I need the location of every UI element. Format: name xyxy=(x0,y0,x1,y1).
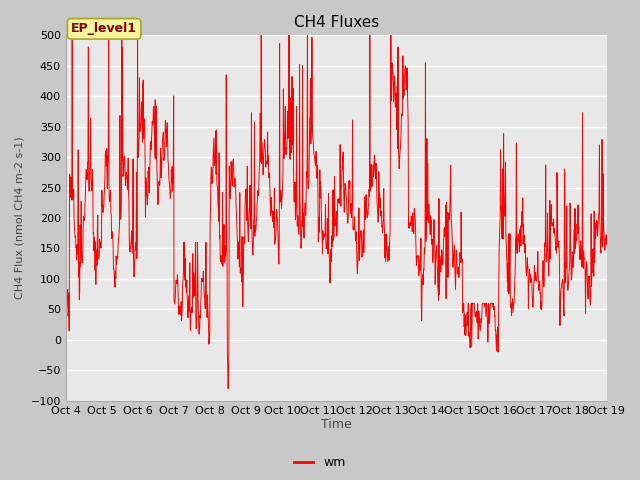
wm xyxy=(243,217,251,223)
wm xyxy=(182,281,190,287)
Legend: wm: wm xyxy=(289,451,351,474)
wm xyxy=(540,258,547,264)
Text: EP_level1: EP_level1 xyxy=(71,23,137,36)
Line: wm: wm xyxy=(66,7,607,389)
X-axis label: Time: Time xyxy=(321,419,351,432)
wm xyxy=(169,173,177,179)
wm xyxy=(62,325,70,331)
wm xyxy=(603,242,611,248)
wm xyxy=(257,4,265,10)
wm xyxy=(224,386,232,392)
Y-axis label: CH4 Flux (nmol CH4 m-2 s-1): CH4 Flux (nmol CH4 m-2 s-1) xyxy=(15,137,25,300)
Title: CH4 Fluxes: CH4 Fluxes xyxy=(294,15,379,30)
wm xyxy=(492,327,499,333)
wm xyxy=(421,251,429,257)
